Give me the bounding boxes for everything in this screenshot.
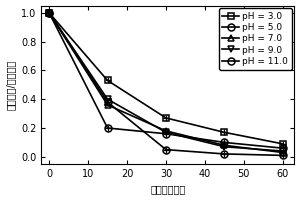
pH = 3.0	[223, 131, 226, 134]
pH = 11.0	[47, 12, 51, 14]
Y-axis label: 实时浓度/初始浓度: 实时浓度/初始浓度	[6, 60, 16, 110]
Line: pH = 5.0: pH = 5.0	[46, 9, 286, 159]
pH = 7.0	[47, 12, 51, 14]
pH = 7.0	[106, 104, 109, 106]
Line: pH = 9.0: pH = 9.0	[46, 9, 286, 155]
pH = 5.0	[106, 101, 109, 103]
pH = 3.0	[47, 12, 51, 14]
pH = 9.0	[106, 98, 109, 100]
pH = 9.0	[223, 146, 226, 148]
pH = 7.0	[164, 130, 168, 132]
Legend: pH = 3.0, pH = 5.0, pH = 7.0, pH = 9.0, pH = 11.0: pH = 3.0, pH = 5.0, pH = 7.0, pH = 9.0, …	[219, 8, 292, 70]
pH = 11.0	[106, 127, 109, 129]
pH = 9.0	[47, 12, 51, 14]
pH = 11.0	[164, 133, 168, 135]
pH = 3.0	[164, 117, 168, 119]
pH = 5.0	[281, 154, 285, 157]
X-axis label: 时间（分钟）: 时间（分钟）	[150, 184, 185, 194]
pH = 7.0	[223, 144, 226, 146]
pH = 3.0	[281, 143, 285, 145]
pH = 11.0	[281, 147, 285, 149]
pH = 9.0	[281, 150, 285, 152]
pH = 5.0	[223, 153, 226, 155]
Line: pH = 11.0: pH = 11.0	[46, 9, 286, 152]
pH = 3.0	[106, 79, 109, 82]
pH = 11.0	[223, 141, 226, 144]
pH = 5.0	[47, 12, 51, 14]
Line: pH = 7.0: pH = 7.0	[46, 9, 286, 156]
Line: pH = 3.0: pH = 3.0	[46, 9, 286, 147]
pH = 5.0	[164, 148, 168, 151]
pH = 9.0	[164, 131, 168, 134]
pH = 7.0	[281, 151, 285, 154]
